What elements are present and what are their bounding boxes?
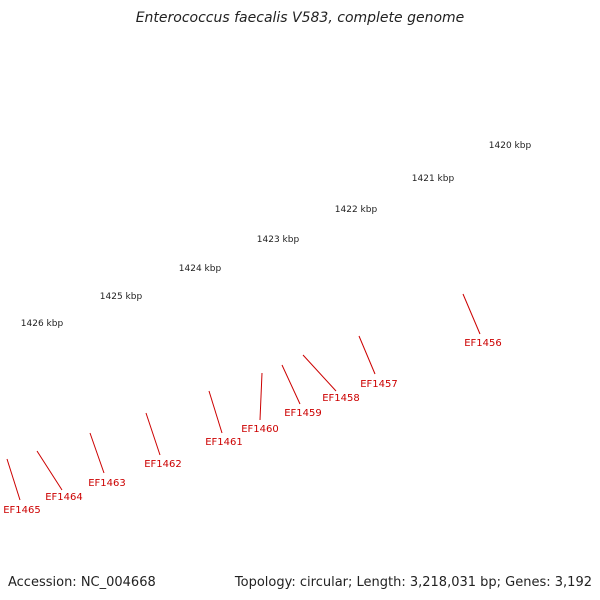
map-title: Enterococcus faecalis V583, complete gen… — [135, 10, 465, 26]
gene-label: EF1460 — [241, 424, 279, 435]
accession-text: Accession: NC_004668 — [8, 575, 156, 590]
gene-leader-line — [89, 432, 105, 474]
gene-leader-line — [6, 458, 21, 501]
gene-label: EF1456 — [464, 338, 502, 349]
gene-leader-line — [259, 372, 263, 421]
gene-label: EF1461 — [205, 437, 243, 448]
scale-label: 1421 kbp — [412, 174, 455, 184]
scale-label: 1425 kbp — [100, 292, 143, 302]
scale-label: 1424 kbp — [179, 264, 222, 274]
scale-label: 1420 kbp — [489, 141, 532, 151]
gene-label: EF1457 — [360, 379, 398, 390]
gene-leader-line — [36, 450, 63, 491]
gene-label: EF1459 — [284, 408, 322, 419]
scale-label: 1426 kbp — [21, 319, 64, 329]
scale-label: 1422 kbp — [335, 205, 378, 215]
scale-label: 1423 kbp — [257, 235, 300, 245]
scale-labels: 1420 kbp 1421 kbp 1422 kbp 1423 kbp 1424 kbp… — [21, 141, 532, 329]
gene-leader-line — [145, 412, 161, 456]
gene-label: EF1462 — [144, 459, 182, 470]
gene-label: EF1465 — [3, 505, 41, 516]
gene-leader-line — [302, 354, 337, 392]
gene-label: EF1463 — [88, 478, 126, 489]
genome-summary-text: Topology: circular; Length: 3,218,031 bp… — [234, 575, 592, 590]
gene-leader-line — [358, 335, 376, 375]
gene-label: EF1458 — [322, 393, 360, 404]
gene-leader-line — [281, 364, 301, 405]
gene-leader-line — [462, 293, 481, 335]
gene-label: EF1464 — [45, 492, 83, 503]
gene-leader-line — [208, 390, 223, 434]
